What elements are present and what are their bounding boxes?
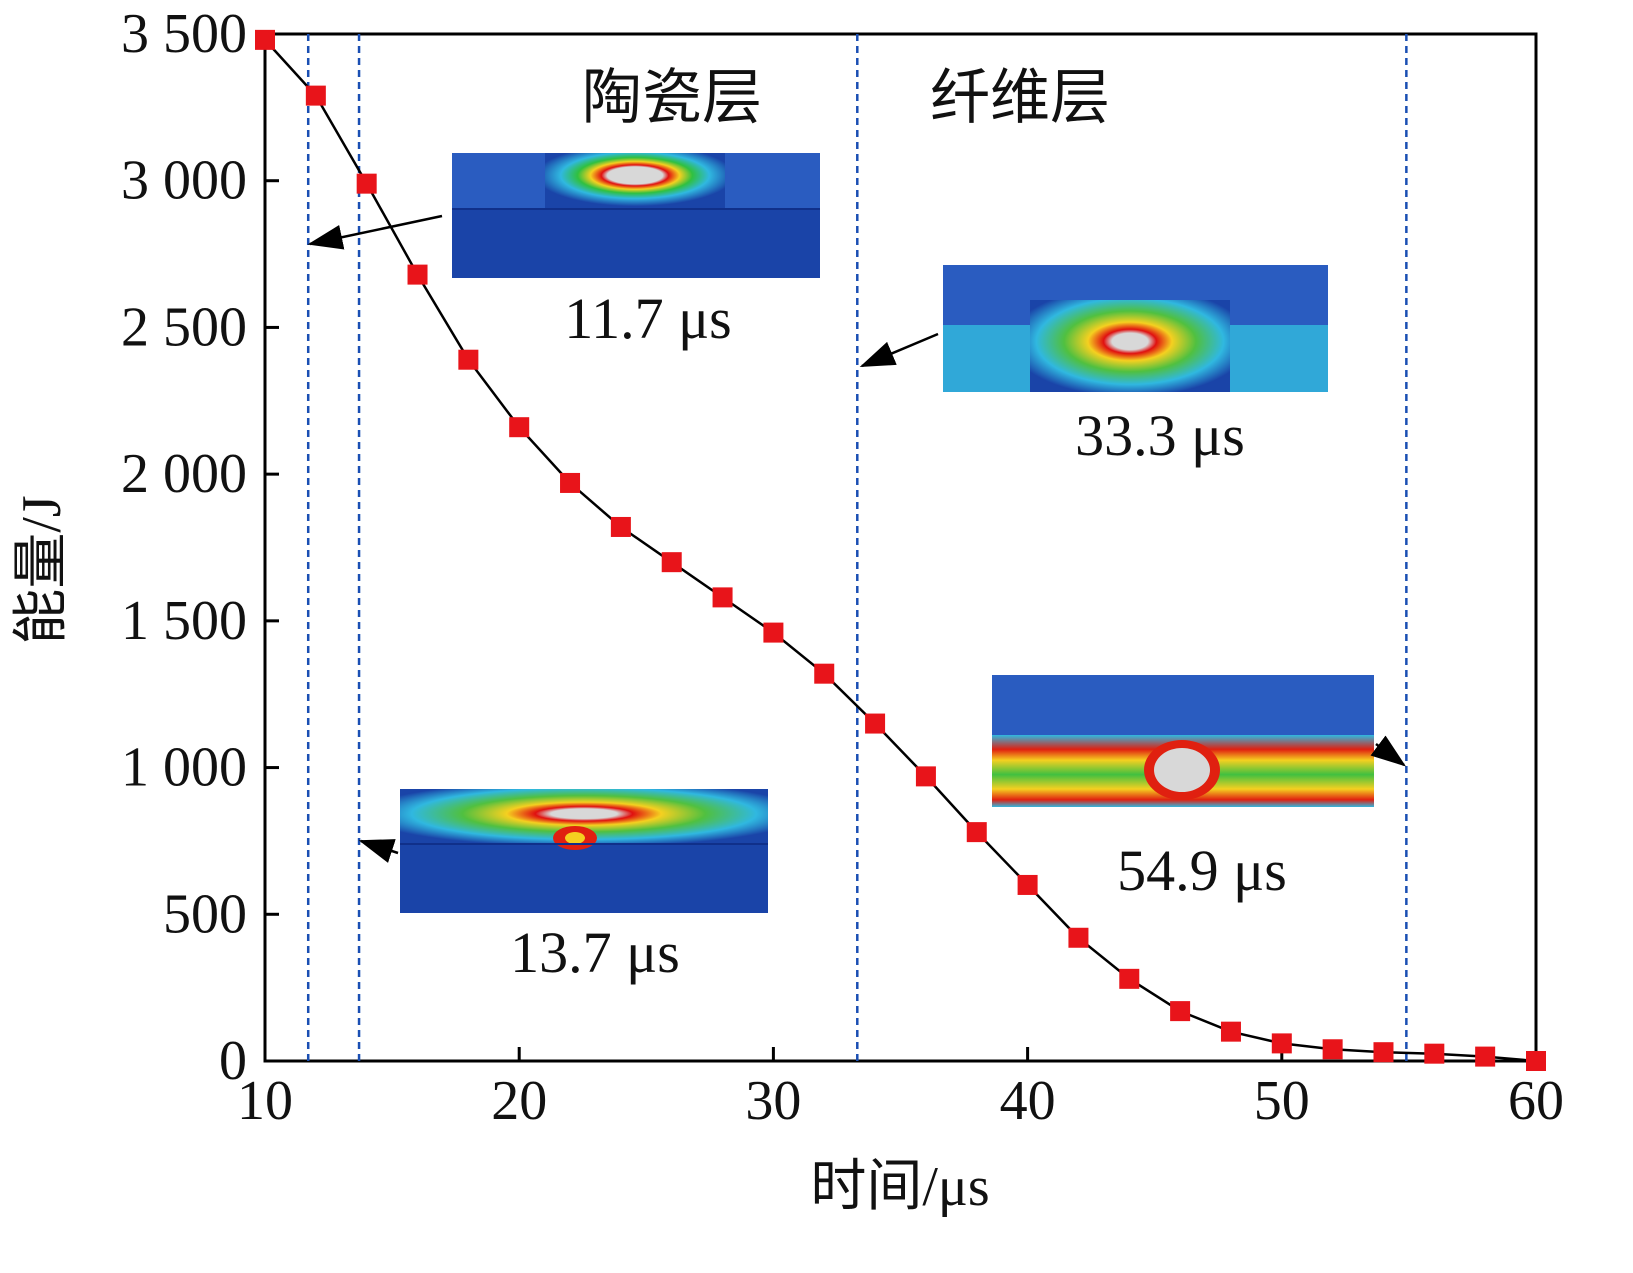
data-point: [407, 264, 428, 285]
data-point: [356, 173, 377, 194]
data-point: [712, 587, 733, 608]
arrow-33-3: [859, 332, 939, 368]
y-tick-label: 1 000: [121, 737, 247, 799]
plot-frame: [263, 32, 1538, 1063]
data-point: [1271, 1033, 1292, 1054]
arrow-13-7: [358, 839, 399, 863]
data-point: [865, 713, 886, 734]
data-point: [915, 766, 936, 787]
data-point: [1170, 1001, 1191, 1022]
data-point: [458, 349, 479, 370]
inset-13-7: 13.7 μs: [400, 789, 768, 985]
region-label-ceramic: 陶瓷层: [582, 65, 762, 131]
series-markers: [255, 29, 1546, 1071]
inset-label-54-9: 54.9 μs: [1117, 838, 1287, 903]
x-tick-label: 20: [491, 1070, 547, 1132]
divider-lines: [306, 34, 1408, 1061]
y-axis: 0 500 1 000 1 500 2 000 2 500 3 000 3 500: [121, 3, 279, 1092]
inset-label-33-3: 33.3 μs: [1075, 403, 1245, 468]
data-point: [305, 85, 326, 106]
inset-label-11-7: 11.7 μs: [564, 286, 732, 351]
y-tick-label: 1 500: [121, 590, 247, 652]
x-tick-label: 40: [1000, 1070, 1056, 1132]
data-point: [1119, 968, 1140, 989]
data-point: [1424, 1043, 1445, 1064]
data-point: [661, 552, 682, 573]
x-tick-label: 10: [237, 1070, 293, 1132]
inset-54-9: 54.9 μs: [992, 675, 1374, 903]
arrow-11-7: [307, 214, 443, 250]
data-point: [1017, 874, 1038, 895]
inset-label-13-7: 13.7 μs: [510, 920, 680, 985]
x-tick-label: 60: [1508, 1070, 1564, 1132]
data-point: [560, 472, 581, 493]
data-point: [610, 516, 631, 537]
data-point: [1068, 927, 1089, 948]
data-point: [1322, 1039, 1343, 1060]
inset-33-3: 33.3 μs: [943, 265, 1328, 468]
region-label-fiber: 纤维层: [930, 65, 1110, 131]
y-tick-label: 0: [219, 1030, 247, 1092]
y-tick-label: 3 000: [121, 150, 247, 212]
data-point: [763, 622, 784, 643]
x-axis-title: 时间/μs: [810, 1156, 989, 1218]
data-point: [1475, 1046, 1496, 1067]
y-tick-label: 500: [163, 883, 247, 945]
data-point: [814, 663, 835, 684]
x-axis: 10 20 30 40 50 60: [237, 1047, 1564, 1132]
arrow-54-9: [1370, 735, 1406, 767]
data-point: [966, 822, 987, 843]
y-axis-title: 能量/J: [11, 495, 73, 644]
x-tick-label: 50: [1254, 1070, 1310, 1132]
inset-11-7: 11.7 μs: [452, 153, 820, 351]
data-point: [1220, 1021, 1241, 1042]
y-tick-label: 2 000: [121, 443, 247, 505]
data-point: [509, 417, 530, 438]
x-tick-label: 30: [745, 1070, 801, 1132]
y-tick-label: 3 500: [121, 3, 247, 65]
data-point: [1373, 1042, 1394, 1063]
y-tick-label: 2 500: [121, 296, 247, 358]
data-point: [255, 29, 275, 50]
data-point: [1526, 1051, 1546, 1071]
